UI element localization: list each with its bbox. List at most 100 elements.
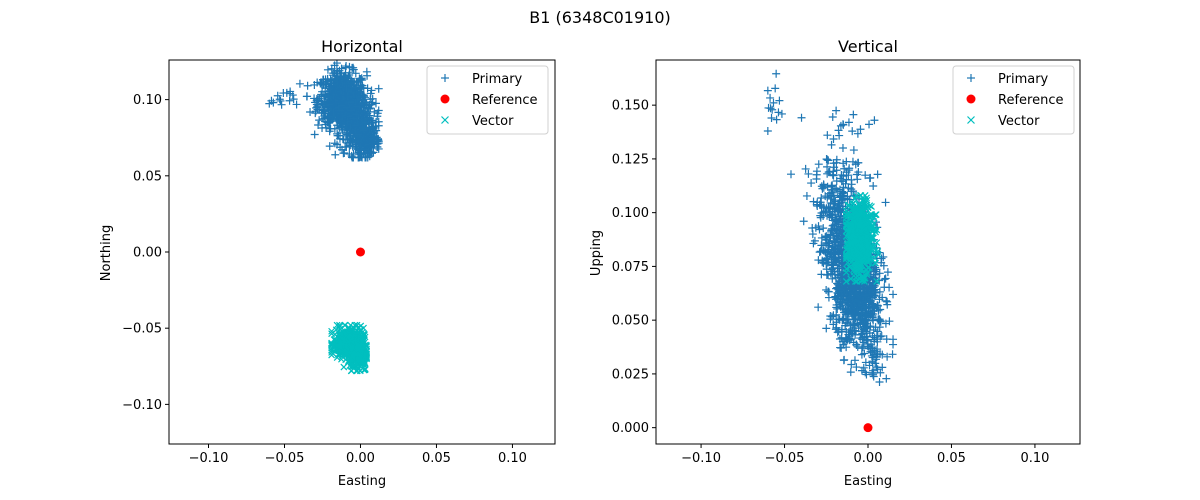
primary-point [832, 184, 841, 193]
primary-point [275, 95, 284, 104]
primary-point [295, 79, 304, 88]
vector-point [333, 354, 341, 361]
primary-point [873, 365, 882, 374]
primary-point [850, 307, 859, 316]
vertical-axes: Vertical −0.10 −0.05 0.00 0.05 0.10 0.000 0.02… [589, 37, 1081, 489]
primary-point [868, 344, 877, 353]
primary-point [814, 303, 823, 312]
horizontal-ylabel: Northing [99, 225, 114, 281]
primary-point [816, 198, 825, 207]
primary-point [819, 183, 828, 192]
vertical-legend: Primary Reference Vector [952, 65, 1075, 135]
primary-point [836, 121, 845, 130]
vector-point [850, 268, 858, 276]
vector-point [353, 343, 361, 351]
primary-point [846, 368, 855, 377]
vector-point [341, 348, 349, 356]
primary-point [832, 155, 841, 164]
legend-primary-label: Primary [472, 72, 523, 87]
primary-point [880, 275, 889, 284]
primary-point [269, 98, 278, 107]
primary-point [876, 332, 885, 341]
vector-point [348, 367, 355, 375]
vector-point [860, 254, 868, 262]
x-tick-label: 0.05 [937, 451, 966, 466]
primary-point [285, 96, 294, 105]
primary-point [834, 315, 843, 324]
primary-point [326, 124, 335, 133]
primary-point [852, 363, 861, 372]
vector-point [863, 257, 871, 265]
primary-point [877, 258, 886, 267]
primary-point [817, 202, 826, 211]
primary-point [848, 127, 857, 136]
horizontal-title: Horizontal [321, 37, 403, 56]
primary-point [303, 81, 312, 90]
primary-point [881, 319, 890, 328]
primary-point [322, 123, 331, 132]
primary-point [823, 162, 832, 171]
primary-point [317, 108, 326, 117]
vector-point [860, 207, 868, 214]
primary-point [354, 130, 363, 139]
primary-point [873, 327, 882, 336]
primary-point [860, 312, 869, 321]
vector-point [328, 327, 336, 335]
primary-point [856, 320, 865, 329]
primary-point [829, 231, 838, 240]
primary-point [882, 374, 891, 383]
primary-point [357, 81, 366, 90]
primary-point [842, 157, 851, 166]
vector-point [842, 278, 850, 285]
primary-point [822, 270, 831, 279]
primary-point [339, 149, 348, 158]
primary-point [868, 307, 877, 316]
primary-point [361, 118, 370, 127]
primary-point [344, 72, 353, 81]
vector-point [331, 336, 339, 344]
primary-point [279, 89, 288, 98]
primary-point [889, 290, 898, 299]
primary-point [866, 284, 875, 293]
primary-point [315, 94, 324, 103]
y-tick-label: 0.125 [612, 152, 649, 167]
primary-point [358, 133, 367, 142]
primary-point [809, 197, 818, 206]
primary-point [865, 328, 874, 337]
series-primary [265, 60, 383, 162]
primary-point [371, 99, 380, 108]
primary-point [872, 352, 881, 361]
primary-point [324, 93, 333, 102]
primary-point [768, 105, 777, 114]
primary-point [875, 287, 884, 296]
primary-point [351, 110, 360, 119]
scatter-marks [265, 60, 383, 375]
primary-point [772, 115, 781, 124]
primary-point [312, 103, 321, 112]
primary-point [829, 171, 838, 180]
primary-point [337, 69, 346, 78]
vector-point [856, 220, 864, 228]
primary-point [839, 356, 848, 365]
primary-point [329, 108, 338, 117]
primary-point [807, 179, 816, 188]
primary-point [828, 274, 837, 283]
primary-point [326, 117, 335, 126]
primary-point [818, 184, 827, 193]
primary-point [830, 205, 839, 214]
primary-point [863, 323, 872, 332]
primary-point [881, 198, 890, 207]
primary-point [826, 312, 835, 321]
primary-point [828, 185, 837, 194]
vertical-plot-area: −0.10 −0.05 0.00 0.05 0.10 0.000 0.025 0.050 0.0… [612, 59, 1081, 466]
primary-point [842, 301, 851, 310]
primary-point [338, 92, 347, 101]
legend-reference-label: Reference [998, 93, 1063, 108]
primary-point [834, 217, 843, 226]
primary-point [841, 310, 850, 319]
primary-point [866, 173, 875, 182]
primary-point [306, 107, 315, 116]
vector-point [346, 329, 353, 337]
primary-point [823, 182, 832, 191]
y-tick-label: 0.10 [133, 93, 162, 108]
